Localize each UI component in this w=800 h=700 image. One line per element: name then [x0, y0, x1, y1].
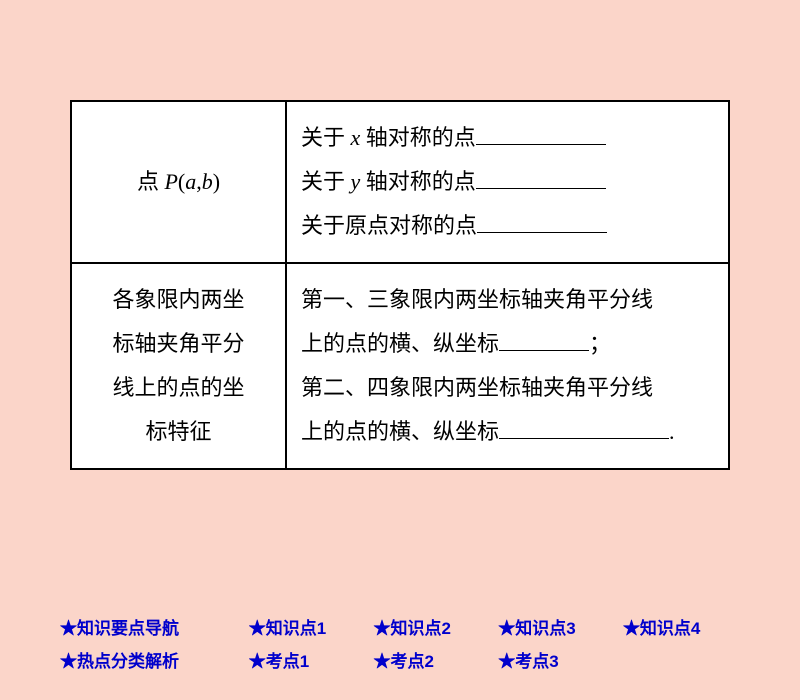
left-l3: 线上的点的坐 [112, 366, 244, 410]
nav-knowledge-1[interactable]: ★知识点1 [249, 614, 335, 639]
right-l2-b: ； [589, 331, 611, 356]
row1-left-cell: 点 P(a,b) [72, 102, 287, 262]
blank-y [476, 165, 606, 189]
blank-origin [477, 209, 607, 233]
row2-right-cell: 第一、三象限内两坐标轴夹角平分线 上的点的横、纵坐标 ； 第二、四象限内两坐标轴夹… [287, 264, 728, 468]
origin-text: 关于原点对称的点 [301, 213, 477, 238]
row1-right-cell: 关于 x 轴对称的点 关于 y 轴对称的点 关于原点对称的点 [287, 102, 728, 262]
var-a: a [185, 169, 196, 194]
right-l1: 第一、三象限内两坐标轴夹角平分线 [301, 278, 714, 322]
point-P: P [164, 169, 177, 194]
table-row-2: 各象限内两坐 标轴夹角平分 线上的点的坐 标特征 第一、三象限内两坐标轴夹角平分… [72, 264, 728, 468]
right-l4: 上的点的横、纵坐标. [301, 410, 714, 454]
line-x-axis: 关于 x 轴对称的点 [301, 116, 714, 160]
nav-row-1: ★知识要点导航 ★知识点1 ★知识点2 ★知识点3 ★知识点4 [60, 614, 743, 639]
nav-row-2: ★热点分类解析 ★考点1 ★考点2 ★考点3 [60, 647, 743, 672]
right-l2-a: 上的点的横、纵坐标 [301, 331, 499, 356]
line-origin: 关于原点对称的点 [301, 204, 714, 248]
y-prefix: 关于 [301, 169, 351, 194]
nav-hotspot-analysis[interactable]: ★热点分类解析 [60, 647, 220, 672]
right-l4-a: 上的点的横、纵坐标 [301, 419, 499, 444]
right-l4-b: . [669, 419, 675, 444]
y-rest: 轴对称的点 [360, 169, 476, 194]
x-var: x [351, 125, 361, 150]
right-l2: 上的点的横、纵坐标 ； [301, 322, 714, 366]
blank-x [476, 121, 606, 145]
left-l1: 各象限内两坐 [112, 278, 244, 322]
paren-close: ) [213, 169, 220, 194]
right-l3: 第二、四象限内两坐标轴夹角平分线 [301, 366, 714, 410]
x-rest: 轴对称的点 [360, 125, 476, 150]
nav-knowledge-guide[interactable]: ★知识要点导航 [60, 614, 220, 639]
line-y-axis: 关于 y 轴对称的点 [301, 160, 714, 204]
nav-exam-1[interactable]: ★考点1 [249, 647, 335, 672]
var-b: b [202, 169, 213, 194]
blank-q24 [499, 415, 669, 439]
left-l2: 标轴夹角平分 [112, 322, 244, 366]
x-prefix: 关于 [301, 125, 351, 150]
content-table: 点 P(a,b) 关于 x 轴对称的点 关于 y 轴对称的点 关于原点对称的点 … [70, 100, 730, 470]
point-label-prefix: 点 [137, 169, 165, 194]
y-var: y [351, 169, 361, 194]
left-l4: 标特征 [112, 410, 244, 454]
nav-knowledge-3[interactable]: ★知识点3 [498, 614, 584, 639]
bottom-nav: ★知识要点导航 ★知识点1 ★知识点2 ★知识点3 ★知识点4 ★热点分类解析 … [60, 606, 743, 672]
nav-exam-3[interactable]: ★考点3 [498, 647, 584, 672]
nav-exam-2[interactable]: ★考点2 [373, 647, 459, 672]
row2-left-cell: 各象限内两坐 标轴夹角平分 线上的点的坐 标特征 [72, 264, 287, 468]
blank-q13 [499, 327, 589, 351]
nav-knowledge-4[interactable]: ★知识点4 [623, 614, 709, 639]
table-row-1: 点 P(a,b) 关于 x 轴对称的点 关于 y 轴对称的点 关于原点对称的点 [72, 102, 728, 264]
nav-knowledge-2[interactable]: ★知识点2 [373, 614, 459, 639]
